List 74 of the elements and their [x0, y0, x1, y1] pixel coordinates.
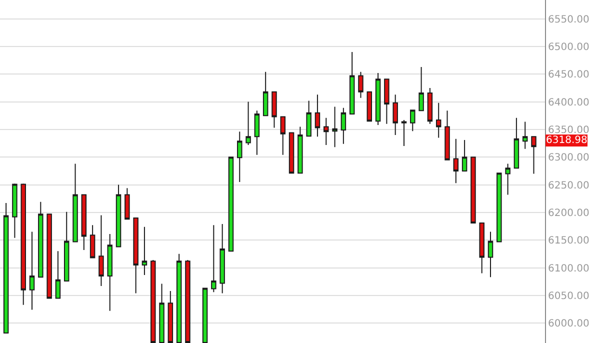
candlestick — [462, 139, 468, 172]
candlestick — [262, 71, 268, 116]
candlestick — [488, 231, 494, 278]
y-tick-label: 6450.00 — [548, 70, 590, 81]
candlestick — [38, 201, 44, 278]
candlestick — [522, 121, 528, 150]
candlestick — [288, 132, 294, 174]
candlestick — [159, 283, 164, 343]
candlestick — [514, 117, 520, 169]
y-tick-label: 6200.00 — [548, 208, 590, 219]
candlestick — [470, 156, 476, 224]
candlestick — [332, 106, 338, 148]
candlestick — [176, 253, 182, 343]
candlestick — [64, 211, 70, 282]
candlestick — [479, 222, 484, 274]
candlestick — [306, 100, 312, 137]
candlestick — [220, 224, 225, 294]
candlestick — [496, 172, 502, 242]
candlestick — [314, 94, 320, 138]
candlestick — [401, 120, 407, 147]
y-tick-label: 6050.00 — [548, 290, 590, 302]
candlestick — [211, 224, 216, 293]
candlestick — [55, 250, 61, 299]
candlestick — [237, 131, 242, 183]
candlestick — [246, 101, 251, 146]
candlestick — [453, 138, 459, 184]
candlestick — [505, 163, 510, 196]
candlestick — [142, 226, 148, 276]
y-tick-label: 6100.00 — [548, 263, 590, 274]
candlestick — [444, 110, 450, 160]
candlestick — [324, 117, 329, 146]
y-tick-label: 6550.00 — [548, 14, 590, 26]
y-tick-label: 6350.00 — [548, 124, 590, 136]
candlestick — [81, 194, 87, 251]
candlestick — [358, 71, 364, 98]
candlestick — [254, 110, 260, 156]
candlestick — [298, 126, 303, 174]
candlestick — [185, 260, 190, 343]
candlestick — [228, 156, 234, 252]
y-tick-label: 6150.00 — [548, 236, 590, 247]
candlestick — [418, 66, 424, 112]
candlestick — [427, 87, 433, 124]
candlestick — [168, 290, 174, 343]
candlestick — [20, 183, 26, 306]
candlestick — [531, 136, 536, 174]
candlestick — [46, 214, 52, 299]
y-tick-label: 6000.00 — [548, 318, 590, 330]
candlestick — [29, 231, 35, 310]
y-tick-label: 6250.00 — [548, 180, 590, 192]
text: 6318.98 — [546, 135, 588, 146]
candlestick — [202, 288, 208, 343]
candlestick — [410, 110, 416, 132]
candlestick — [133, 217, 138, 294]
candlestick — [392, 94, 398, 136]
candlestick — [366, 91, 372, 122]
candlestick — [280, 116, 286, 156]
candlestick — [272, 91, 277, 128]
candlestick — [98, 214, 104, 287]
candlestick — [124, 188, 130, 220]
y-tick-label: 6400.00 — [548, 97, 590, 108]
candlestick — [375, 72, 381, 126]
candlestick — [150, 260, 156, 343]
candlestick — [12, 183, 18, 238]
candlestick — [3, 202, 9, 334]
candlestick — [90, 224, 96, 258]
candlestick — [72, 163, 78, 242]
candlestick — [340, 107, 346, 144]
candlestick — [107, 234, 112, 312]
candlestick — [384, 78, 390, 124]
candlestick — [436, 102, 442, 138]
candlestick — [349, 52, 355, 114]
y-tick-label: 6500.00 — [548, 42, 590, 53]
candlestick — [116, 184, 122, 248]
y-tick-label: 6300.00 — [548, 152, 590, 164]
